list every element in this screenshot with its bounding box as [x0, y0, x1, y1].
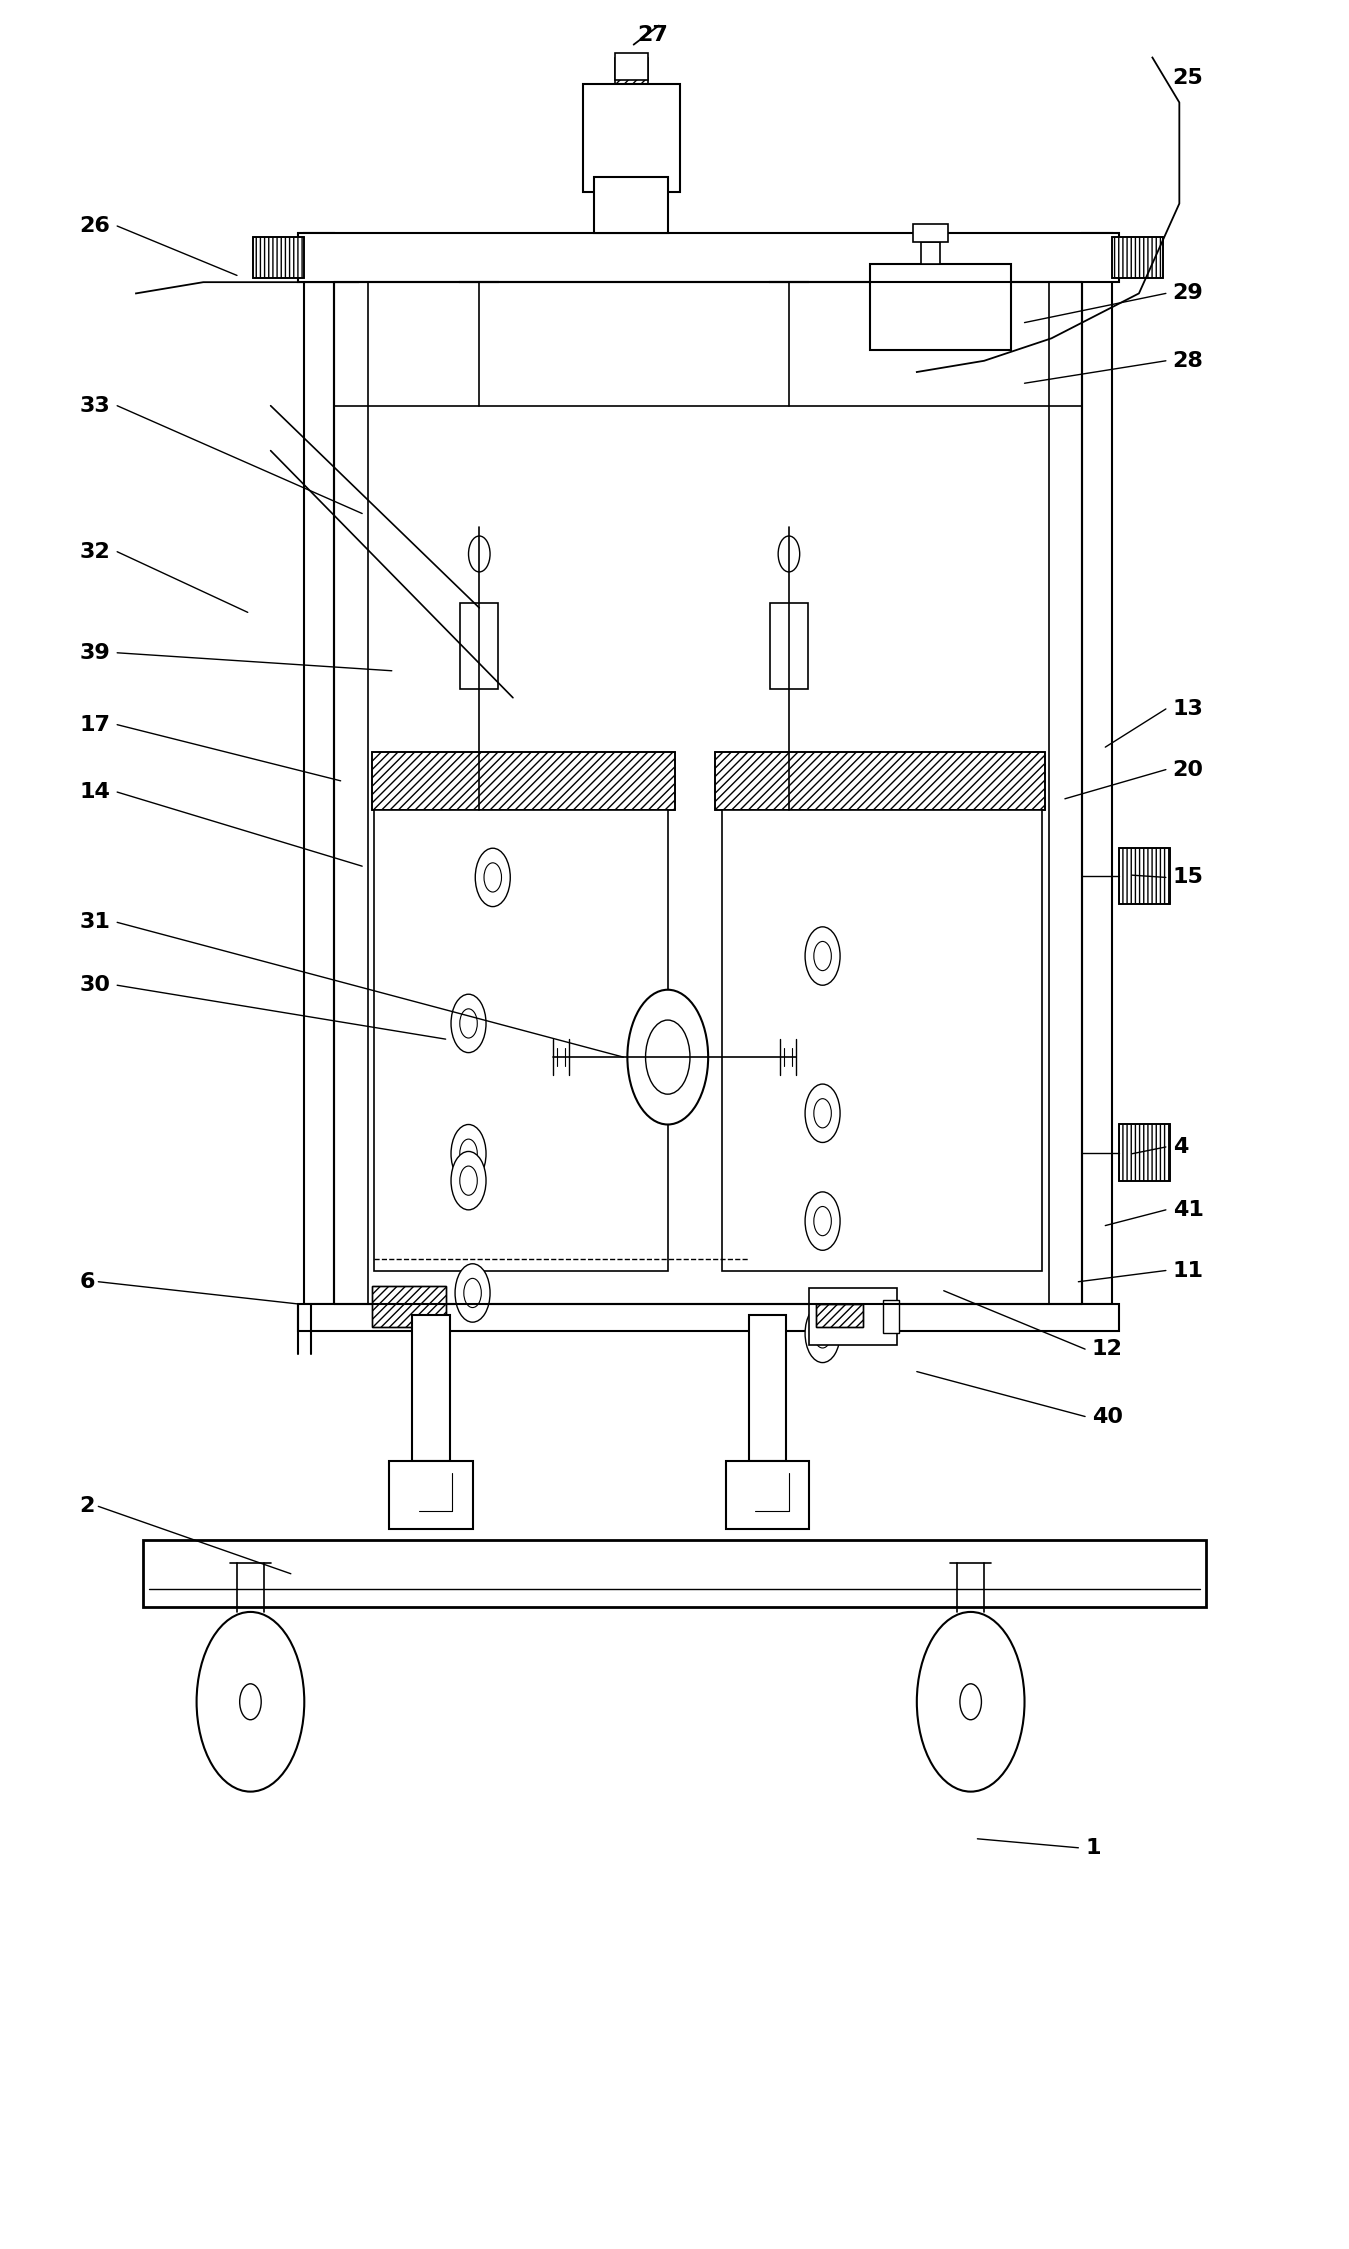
Circle shape — [460, 1165, 478, 1194]
Text: 40: 40 — [1091, 1406, 1122, 1426]
Text: 17: 17 — [80, 715, 111, 735]
Bar — [722, 810, 1041, 1271]
Bar — [1112, 236, 1163, 277]
Circle shape — [805, 1084, 840, 1142]
Circle shape — [464, 1277, 482, 1307]
Circle shape — [805, 927, 840, 985]
Bar — [254, 236, 305, 277]
Text: 15: 15 — [1172, 868, 1203, 888]
Circle shape — [813, 1318, 831, 1347]
Circle shape — [627, 990, 708, 1124]
Circle shape — [451, 994, 486, 1053]
Circle shape — [451, 1151, 486, 1210]
Bar — [610, 193, 653, 218]
Circle shape — [646, 1021, 689, 1095]
Circle shape — [197, 1613, 305, 1792]
Bar — [715, 751, 1044, 810]
Circle shape — [460, 1138, 478, 1167]
Bar — [460, 603, 498, 688]
Text: 32: 32 — [80, 542, 111, 562]
Bar — [371, 751, 674, 810]
Bar — [615, 58, 649, 232]
Circle shape — [460, 1010, 478, 1039]
Bar — [305, 232, 335, 1304]
Text: 6: 6 — [80, 1271, 94, 1291]
Bar — [371, 1286, 445, 1327]
Bar — [143, 1541, 1206, 1608]
Bar — [1118, 1124, 1170, 1181]
Bar — [371, 1286, 445, 1327]
Text: 1: 1 — [1085, 1837, 1101, 1858]
Bar — [374, 810, 668, 1271]
Bar — [298, 1304, 1118, 1331]
Bar — [371, 751, 674, 810]
Text: 39: 39 — [80, 643, 111, 663]
Bar — [583, 85, 680, 193]
Bar — [1118, 848, 1170, 904]
Bar — [254, 236, 305, 277]
Bar — [816, 1304, 863, 1327]
Bar — [595, 178, 669, 232]
Bar — [870, 263, 1010, 349]
Bar — [411, 1316, 449, 1462]
Circle shape — [960, 1685, 982, 1720]
Bar — [1118, 848, 1170, 904]
Bar — [884, 1300, 900, 1334]
Text: 41: 41 — [1172, 1201, 1203, 1219]
Bar — [770, 603, 808, 688]
Circle shape — [805, 1192, 840, 1250]
Circle shape — [813, 1100, 831, 1127]
Circle shape — [240, 1685, 262, 1720]
Bar — [389, 1462, 472, 1529]
Bar — [913, 223, 948, 241]
Circle shape — [917, 1613, 1024, 1792]
Circle shape — [778, 535, 800, 571]
Text: 25: 25 — [1172, 67, 1203, 88]
Text: 30: 30 — [80, 976, 111, 996]
Circle shape — [484, 864, 502, 893]
Bar — [1082, 232, 1112, 1304]
Text: 12: 12 — [1091, 1338, 1122, 1358]
Circle shape — [813, 942, 831, 972]
Text: 26: 26 — [80, 216, 111, 236]
Bar — [921, 241, 940, 263]
Text: 14: 14 — [80, 783, 111, 803]
Circle shape — [475, 848, 510, 906]
Bar — [715, 751, 1044, 810]
Text: 33: 33 — [80, 396, 111, 416]
Bar — [726, 1462, 809, 1529]
Bar — [1112, 236, 1163, 277]
Text: 31: 31 — [80, 913, 111, 933]
Bar — [816, 1304, 863, 1327]
Text: 2: 2 — [80, 1496, 94, 1516]
Circle shape — [805, 1304, 840, 1363]
Text: 4: 4 — [1172, 1138, 1188, 1156]
Bar — [615, 54, 648, 81]
Bar — [809, 1289, 897, 1345]
Text: 20: 20 — [1172, 760, 1203, 780]
Bar — [1118, 1124, 1170, 1181]
Text: 28: 28 — [1172, 351, 1203, 371]
Circle shape — [451, 1124, 486, 1183]
Bar — [749, 1316, 786, 1462]
Text: 29: 29 — [1172, 283, 1203, 304]
Circle shape — [813, 1205, 831, 1235]
Bar — [298, 232, 1118, 281]
Text: 27: 27 — [637, 25, 668, 45]
Text: 11: 11 — [1172, 1259, 1203, 1280]
Circle shape — [455, 1264, 490, 1322]
Text: 13: 13 — [1172, 699, 1203, 720]
Circle shape — [468, 535, 490, 571]
